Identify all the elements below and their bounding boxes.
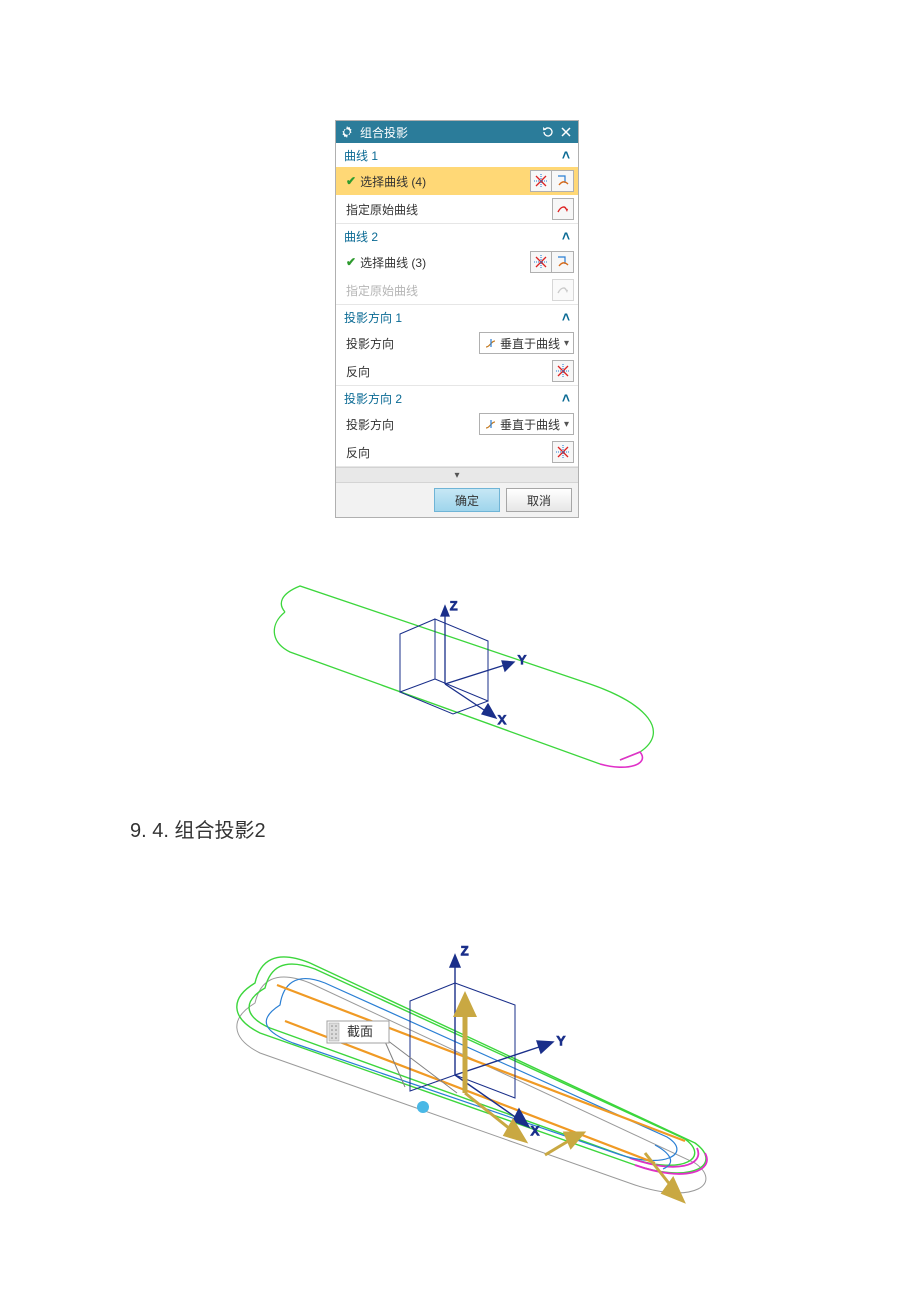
caret-down-icon: ▾ xyxy=(564,419,569,430)
proj-dir-1-label: 投影方向 xyxy=(346,335,479,352)
handle-ball[interactable] xyxy=(417,1101,429,1113)
check-icon: ✔ xyxy=(346,255,356,269)
dialog-titlebar[interactable]: 组合投影 xyxy=(336,121,578,143)
select-curve-icon[interactable] xyxy=(552,170,574,192)
section-proj-1: 投影方向 1 ˄ 投影方向 垂直于曲线 ▾ 反向 xyxy=(336,305,578,386)
section-proj-2: 投影方向 2 ˄ 投影方向 垂直于曲线 ▾ 反向 xyxy=(336,386,578,467)
check-icon: ✔ xyxy=(346,174,356,188)
board-tail xyxy=(600,752,642,767)
cancel-button[interactable]: 取消 xyxy=(506,488,572,512)
section-header-proj-1[interactable]: 投影方向 1 ˄ xyxy=(336,305,578,329)
reverse-1-label: 反向 xyxy=(346,363,552,380)
select-curve-2-label: 选择曲线 (3) xyxy=(360,254,530,271)
select-curve-2-row[interactable]: ✔ 选择曲线 (3) xyxy=(336,248,578,276)
section-title: 曲线 1 xyxy=(344,147,378,164)
chevron-up-icon: ˄ xyxy=(562,148,570,162)
reverse-1-row: 反向 xyxy=(336,357,578,385)
orange-guides xyxy=(277,985,685,1163)
chevron-up-icon: ˄ xyxy=(562,310,570,324)
reverse-2-row: 反向 xyxy=(336,438,578,466)
section-title: 投影方向 1 xyxy=(344,309,402,326)
reset-icon[interactable] xyxy=(540,124,556,140)
figure-2-viewport: Z Y X xyxy=(215,913,735,1233)
intersect-at-icon[interactable] xyxy=(530,251,552,273)
axis-x-label: X xyxy=(498,713,506,727)
section-title: 投影方向 2 xyxy=(344,390,402,407)
section-label-text: 截面 xyxy=(347,1024,373,1039)
reverse-icon[interactable] xyxy=(552,441,574,463)
step-9-4-heading: 9. 4. 组合投影2 xyxy=(0,774,920,843)
select-curve-1-row[interactable]: ✔ 选择曲线 (4) xyxy=(336,167,578,195)
dialog-title: 组合投影 xyxy=(360,124,538,141)
orig-curve-2-label: 指定原始曲线 xyxy=(346,282,552,299)
caret-down-icon: ▾ xyxy=(564,338,569,349)
reverse-2-label: 反向 xyxy=(346,444,552,461)
proj-dir-2-label: 投影方向 xyxy=(346,416,479,433)
orig-curve-1-row[interactable]: 指定原始曲线 xyxy=(336,195,578,223)
axis-z-label: Z xyxy=(450,599,457,613)
section-header-curve-1[interactable]: 曲线 1 ˄ xyxy=(336,143,578,167)
orig-curve-2-row: 指定原始曲线 xyxy=(336,276,578,304)
combined-projection-dialog: 组合投影 曲线 1 ˄ ✔ 选择曲线 (4) xyxy=(335,120,579,518)
ok-button[interactable]: 确定 xyxy=(434,488,500,512)
proj-dir-1-row: 投影方向 垂直于曲线 ▾ xyxy=(336,329,578,357)
gear-icon xyxy=(340,125,354,139)
orig-curve-icon[interactable] xyxy=(552,198,574,220)
proj-dir-2-value: 垂直于曲线 xyxy=(500,416,560,433)
section-callout[interactable]: 截面 xyxy=(327,1021,457,1093)
select-curve-1-label: 选择曲线 (4) xyxy=(360,173,530,190)
proj-dir-2-dropdown[interactable]: 垂直于曲线 ▾ xyxy=(479,413,574,435)
intersect-at-icon[interactable] xyxy=(530,170,552,192)
coord-axes: Z Y X xyxy=(441,599,526,727)
section-curve-2: 曲线 2 ˄ ✔ 选择曲线 (3) 指定原始曲线 xyxy=(336,224,578,305)
axis-y-label: Y xyxy=(557,1034,565,1048)
orig-curve-icon xyxy=(552,279,574,301)
perp-curve-icon xyxy=(484,417,498,431)
dialog-footer: 确定 取消 xyxy=(336,482,578,517)
axis-x-label: X xyxy=(531,1124,539,1138)
perp-curve-icon xyxy=(484,336,498,350)
reverse-icon[interactable] xyxy=(552,360,574,382)
section-title: 曲线 2 xyxy=(344,228,378,245)
proj-dir-2-row: 投影方向 垂直于曲线 ▾ xyxy=(336,410,578,438)
board-outline xyxy=(274,612,600,764)
board-outline xyxy=(281,586,653,760)
proj-dir-1-dropdown[interactable]: 垂直于曲线 ▾ xyxy=(479,332,574,354)
chevron-up-icon: ˄ xyxy=(562,229,570,243)
datum-planes xyxy=(400,619,488,714)
orig-curve-1-label: 指定原始曲线 xyxy=(346,201,552,218)
section-header-proj-2[interactable]: 投影方向 2 ˄ xyxy=(336,386,578,410)
axis-z-label: Z xyxy=(461,944,468,958)
proj-dir-1-value: 垂直于曲线 xyxy=(500,335,560,352)
expand-bar[interactable]: ▾ xyxy=(336,467,578,482)
tangent-arrows xyxy=(465,1093,683,1201)
select-curve-icon[interactable] xyxy=(552,251,574,273)
axis-y-label: Y xyxy=(518,653,526,667)
close-icon[interactable] xyxy=(558,124,574,140)
section-curve-1: 曲线 1 ˄ ✔ 选择曲线 (4) 指定原始曲线 xyxy=(336,143,578,224)
section-header-curve-2[interactable]: 曲线 2 ˄ xyxy=(336,224,578,248)
chevron-up-icon: ˄ xyxy=(562,391,570,405)
figure-1-viewport: Z Y X xyxy=(250,564,670,774)
